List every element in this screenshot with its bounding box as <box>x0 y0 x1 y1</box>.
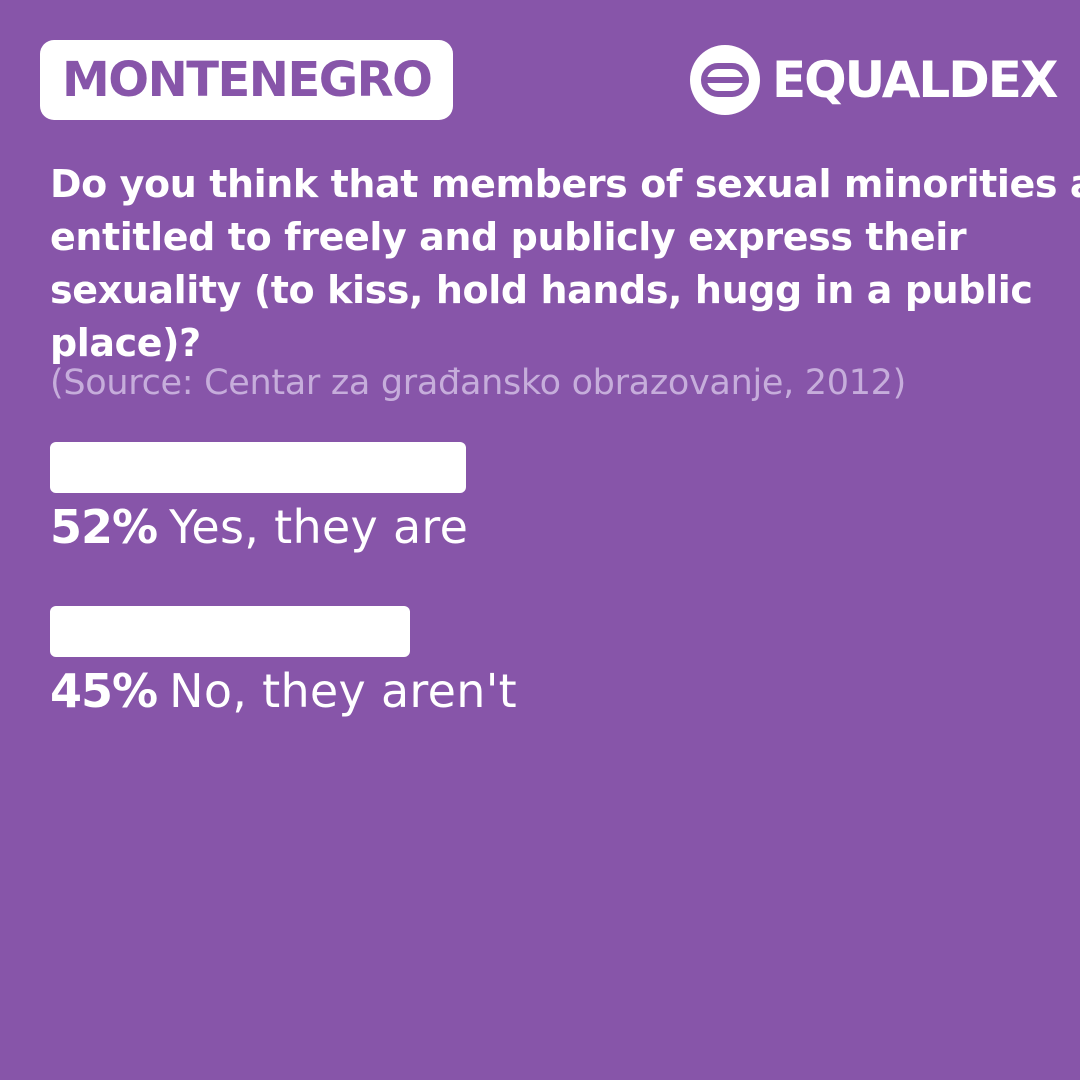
question-line: entitled to freely and publicly express … <box>50 215 967 259</box>
brand-name: EQUALDEX <box>772 51 1058 109</box>
country-name: MONTENEGRO <box>62 52 433 108</box>
answer-text: No, they aren't <box>169 664 517 718</box>
question-line: place)? <box>50 321 201 365</box>
answer-no: 45% No, they aren't <box>50 606 1050 719</box>
survey-question: Do you think that members of sexual mino… <box>50 158 1080 370</box>
question-line: Do you think that members of sexual mino… <box>50 162 1080 206</box>
result-bar <box>50 442 466 493</box>
equaldex-logo-icon <box>690 45 760 115</box>
source-citation: (Source: Centar za građansko obrazovanje… <box>50 363 906 403</box>
result-bar <box>50 606 410 657</box>
answer-label: 52% Yes, they are <box>50 499 1050 555</box>
question-line: sexuality (to kiss, hold hands, hugg in … <box>50 268 1033 312</box>
answer-label: 45% No, they aren't <box>50 663 1050 719</box>
answer-text: Yes, they are <box>169 500 469 554</box>
brand: EQUALDEX <box>690 45 1058 115</box>
percentage-label: 45% <box>50 664 158 718</box>
answer-yes: 52% Yes, they are <box>50 442 1050 555</box>
country-badge: MONTENEGRO <box>40 40 454 120</box>
percentage-label: 52% <box>50 500 158 554</box>
